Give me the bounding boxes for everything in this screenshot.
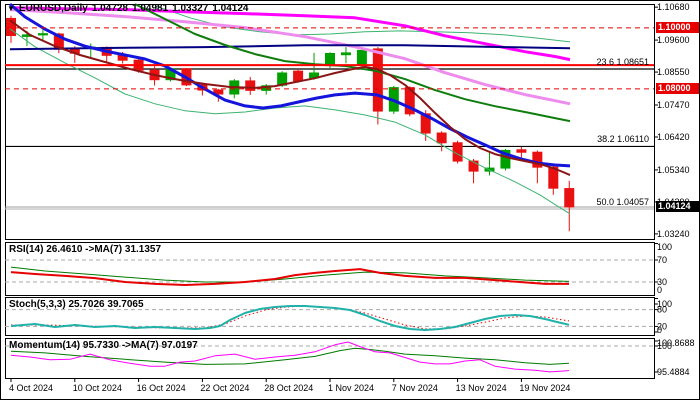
main-panel-frame [5,4,655,240]
price-axis-label: 1.07470 [657,100,690,110]
stochastic-axis-label: 100 [657,299,672,309]
band-lower-line [9,28,571,215]
ma-violet-line [9,8,571,106]
price-axis-label: 1.05340 [657,165,690,175]
time-axis-label: 10 Oct 2024 [73,383,122,393]
candle-body[interactable] [37,33,48,36]
price-alert-badge-1.10000: 1.10000 [656,22,699,34]
candle-body[interactable] [532,151,543,168]
candle-body[interactable] [340,52,351,56]
momentum-ma-line [10,347,570,365]
time-axis-label: 16 Oct 2024 [137,383,186,393]
ohlc-high: 1.04981 [131,3,169,14]
time-axis-label: 19 Nov 2024 [519,383,570,393]
candle-body[interactable] [293,70,304,82]
rsi-panel-frame [5,242,655,296]
rsi-main-line [10,268,569,286]
rsi-axis-label: 30 [657,277,667,287]
rsi-axis-label: 100 [657,242,672,252]
ma-blue-line [9,2,571,168]
time-axis-label: 4 Oct 2024 [9,383,53,393]
rsi-indicator-label: RSI(14) 26.4610 ->MA(7) 31.1357 [9,244,162,255]
fib-level-38.2-label[interactable]: 38.2 1.06110 [597,134,649,145]
momentum-axis-label: 100.8688 [657,338,695,348]
candle-body[interactable] [468,160,479,172]
price-axis-label: 1.03240 [657,229,690,239]
candle-body[interactable] [436,132,447,144]
candle-body[interactable] [516,149,527,153]
candle-body[interactable] [356,49,367,65]
ohlc-close: 1.04124 [212,3,249,14]
chart-symbol-period: EURUSD,Daily [18,3,88,14]
candle-body[interactable] [372,48,383,112]
price-axis-label: 1.08550 [657,67,690,77]
stochastic-indicator-label: Stoch(5,3,3) 25.7026 39.7065 [9,299,144,310]
candle-body[interactable] [213,89,224,95]
stochastic-axis-label: 20 [657,321,667,331]
momentum-axis-label: 95.4884 [657,367,690,377]
stochastic-axis-label: 80 [657,305,667,315]
time-axis-label: 7 Nov 2024 [392,383,438,393]
momentum-indicator-label: Momentum(14) 95.7330 ->MA(7) 97.0197 [9,340,198,351]
rsi-axis-label: 70 [657,255,667,265]
fib-level-23.6-label[interactable]: 23.6 1.08651 [596,56,649,67]
price-alert-badge-1.08000: 1.08000 [656,83,699,95]
fib-level-50.0-label[interactable]: 50.0 1.04057 [596,197,649,207]
candle-body[interactable] [6,17,16,37]
candle-body[interactable] [245,80,256,91]
time-axis-label: 13 Nov 2024 [456,383,507,393]
time-axis-label: 22 Oct 2024 [200,383,249,393]
ma-navy-line [9,44,571,51]
chart-title-bar: ▼ EURUSD,Daily 1.04728 1.04981 1.03327 1.0412… [7,3,252,14]
current-price-badge: 1.04124 [656,201,699,213]
ohlc-low: 1.03327 [172,3,209,14]
ma-maroon-line [9,19,571,177]
rsi-axis-label: 0 [657,285,662,295]
time-axis-label: 1 Nov 2024 [328,383,374,393]
chart-dropdown-arrow-icon[interactable]: ▼ [7,4,15,13]
price-axis-label: 1.10680 [657,2,690,12]
ma-magenta-line [9,6,571,62]
time-axis-label: 28 Oct 2024 [264,383,313,393]
stochastic-panel-frame [5,297,655,336]
momentum-main-line [10,341,570,373]
price-axis-label: 1.06420 [657,132,690,142]
ohlc-open: 1.04728 [91,3,128,14]
stochastic-axis-label: 0 [657,325,662,335]
candle-body[interactable] [404,87,415,115]
rsi-ma-line [10,266,570,283]
price-axis-label: 1.09600 [657,35,690,45]
momentum-axis-label: 100 [657,341,672,351]
candle-body[interactable] [500,149,511,169]
candle-body[interactable] [564,188,575,208]
stoch-main-line [10,305,570,331]
candle-body[interactable] [325,52,335,67]
